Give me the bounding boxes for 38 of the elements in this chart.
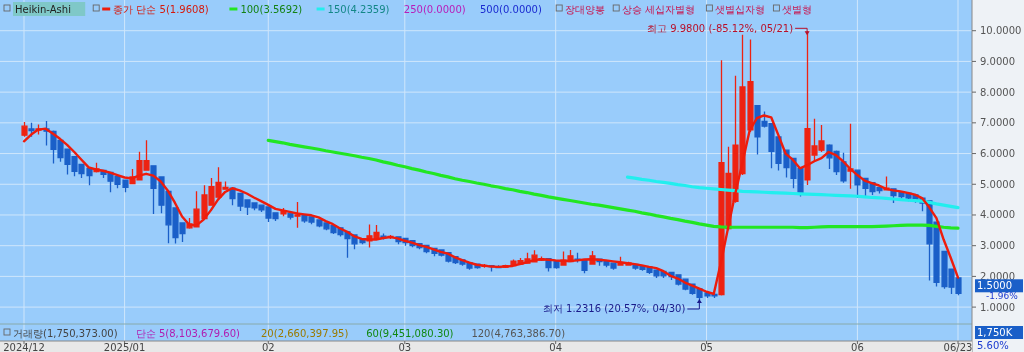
- x-tick-label: 06: [851, 342, 864, 352]
- text: 1.5000: [977, 280, 1012, 292]
- annotation: 샛별형: [782, 4, 813, 15]
- y-tick-label: 6.0000: [980, 148, 1015, 160]
- text: 거래량(1,750,373.00): [13, 328, 118, 339]
- annotation: 장대양봉: [565, 4, 606, 15]
- annotation: 상승 세십자별형: [622, 4, 696, 15]
- text: 120(4,763,386.70): [471, 328, 566, 339]
- x-tick-label: 2024/12: [3, 342, 45, 352]
- y-tick-label: 10.0000: [980, 25, 1022, 37]
- legend-label: 100(3.5692): [240, 4, 303, 15]
- annotation: 최저 1.2316 (20.57%, 04/30): [542, 303, 686, 314]
- annotation: 최고 9.9800 (-85.12%, 05/21): [647, 23, 794, 35]
- x-tick-label: 03: [398, 342, 412, 352]
- text: -1.96%: [986, 291, 1019, 302]
- text: 20(2,660,397.95): [261, 328, 349, 339]
- text: 60(9,451,080.30): [366, 328, 454, 339]
- y-tick-label: 4.0000: [980, 209, 1015, 221]
- x-tick-label: 02: [261, 342, 275, 352]
- y-tick-label: 3.0000: [980, 240, 1015, 252]
- x-tick-label: 05: [700, 342, 713, 352]
- x-tick-label: 06/23: [943, 342, 973, 352]
- annotation: 500(0.0000): [480, 4, 542, 15]
- legend-label: 150(4.2359): [327, 4, 390, 15]
- text: 1,750K: [977, 327, 1013, 338]
- text: 5.60%: [977, 340, 1009, 351]
- annotation: 샛별십자형: [715, 4, 766, 15]
- text: 단순 5(8,103,679.60): [135, 328, 241, 339]
- x-tick-label: 2025/01: [103, 342, 146, 352]
- y-tick-label: 5.0000: [980, 178, 1015, 190]
- legend-label: 종가 단순 5(1.9608): [113, 4, 209, 15]
- chart-title: Heikin-Ashi: [15, 4, 71, 15]
- y-tick-label: 7.0000: [980, 117, 1015, 129]
- y-tick-label: 1.0000: [980, 301, 1015, 313]
- y-tick-label: 9.0000: [980, 55, 1015, 67]
- y-tick-label: 8.0000: [980, 86, 1015, 98]
- annotation: 250(0.0000): [403, 4, 466, 15]
- x-tick-label: 04: [549, 342, 563, 352]
